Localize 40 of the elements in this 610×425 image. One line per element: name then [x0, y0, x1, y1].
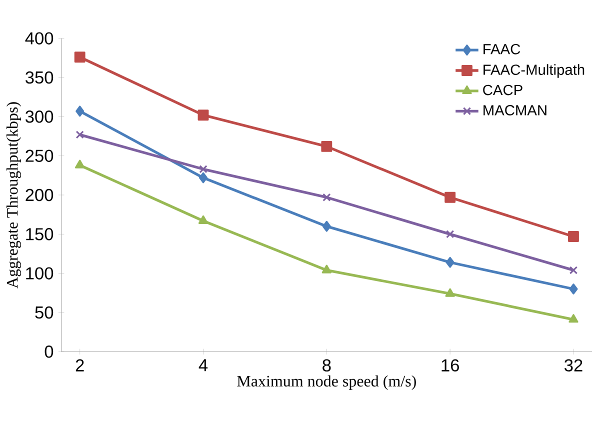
- x-tick-label: 8: [322, 359, 331, 372]
- point: [75, 160, 85, 168]
- point: [198, 110, 209, 121]
- y-axis-title: Aggregate Throughput(kbps): [6, 102, 22, 288]
- legend-label: FAAC: [484, 44, 520, 54]
- point: [321, 140, 332, 152]
- point: [569, 266, 578, 274]
- point: [568, 231, 579, 242]
- legend-label: MACMAN: [484, 105, 546, 116]
- x-tick-label: 2: [76, 359, 84, 372]
- point: [444, 192, 456, 203]
- point: [76, 106, 84, 117]
- point: [568, 314, 578, 323]
- y-tick-label: 350: [26, 71, 54, 84]
- point: [198, 172, 208, 184]
- point: [322, 220, 331, 232]
- point: [446, 256, 454, 268]
- point: [446, 230, 454, 238]
- y-tick-label: 200: [26, 188, 54, 202]
- y-tick-label: 250: [26, 150, 54, 162]
- y-tick-label: 150: [26, 228, 54, 240]
- y-tick-label: 400: [25, 32, 54, 44]
- x-axis-title: Maximum node speed (m/s): [237, 375, 416, 390]
- x-tick-label: 4: [198, 359, 208, 372]
- y-tick-label: 100: [26, 267, 54, 280]
- x-tick-label: 32: [564, 359, 582, 372]
- point: [74, 52, 86, 63]
- x-tick-label: 16: [442, 359, 459, 372]
- legend-label: FAAC-Multipath: [484, 64, 584, 78]
- point: [322, 193, 331, 202]
- point: [322, 264, 332, 274]
- legend-label: CACP: [483, 84, 522, 96]
- point: [445, 288, 455, 297]
- y-tick-label: 50: [35, 306, 54, 319]
- point: [199, 165, 208, 174]
- point: [198, 215, 208, 224]
- y-tick-label: 0: [44, 346, 54, 358]
- point: [569, 284, 578, 294]
- y-tick-label: 300: [26, 110, 54, 123]
- point: [76, 130, 84, 139]
